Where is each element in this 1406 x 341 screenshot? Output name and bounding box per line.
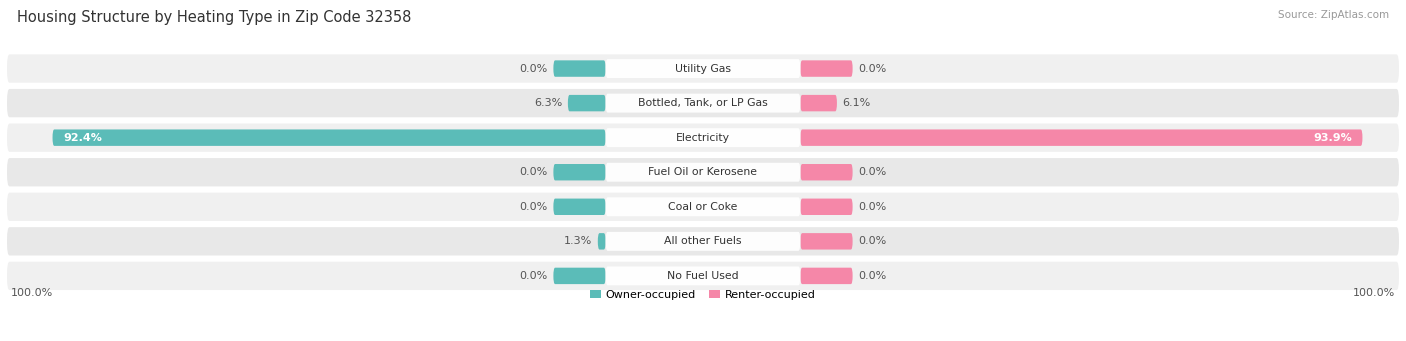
FancyBboxPatch shape <box>800 198 852 215</box>
Text: 6.3%: 6.3% <box>534 98 562 108</box>
Text: 0.0%: 0.0% <box>858 236 886 246</box>
Legend: Owner-occupied, Renter-occupied: Owner-occupied, Renter-occupied <box>591 290 815 300</box>
FancyBboxPatch shape <box>7 193 1399 221</box>
FancyBboxPatch shape <box>800 268 852 284</box>
FancyBboxPatch shape <box>554 198 606 215</box>
Text: 0.0%: 0.0% <box>520 167 548 177</box>
Text: Coal or Coke: Coal or Coke <box>668 202 738 212</box>
Text: 0.0%: 0.0% <box>520 202 548 212</box>
Text: 0.0%: 0.0% <box>858 271 886 281</box>
Text: No Fuel Used: No Fuel Used <box>668 271 738 281</box>
FancyBboxPatch shape <box>800 233 852 250</box>
Text: 100.0%: 100.0% <box>1353 288 1396 298</box>
Text: All other Fuels: All other Fuels <box>664 236 742 246</box>
FancyBboxPatch shape <box>800 164 852 180</box>
Text: 92.4%: 92.4% <box>63 133 101 143</box>
Text: 0.0%: 0.0% <box>858 202 886 212</box>
Text: 0.0%: 0.0% <box>520 63 548 74</box>
Text: Fuel Oil or Kerosene: Fuel Oil or Kerosene <box>648 167 758 177</box>
Text: Housing Structure by Heating Type in Zip Code 32358: Housing Structure by Heating Type in Zip… <box>17 10 411 25</box>
FancyBboxPatch shape <box>606 197 800 216</box>
FancyBboxPatch shape <box>7 227 1399 255</box>
Text: Electricity: Electricity <box>676 133 730 143</box>
FancyBboxPatch shape <box>606 94 800 113</box>
Text: 0.0%: 0.0% <box>520 271 548 281</box>
Text: Source: ZipAtlas.com: Source: ZipAtlas.com <box>1278 10 1389 20</box>
Text: 1.3%: 1.3% <box>564 236 592 246</box>
FancyBboxPatch shape <box>606 266 800 285</box>
Text: 100.0%: 100.0% <box>10 288 53 298</box>
Text: 0.0%: 0.0% <box>858 63 886 74</box>
FancyBboxPatch shape <box>606 128 800 147</box>
FancyBboxPatch shape <box>7 55 1399 83</box>
FancyBboxPatch shape <box>52 130 606 146</box>
FancyBboxPatch shape <box>7 123 1399 152</box>
Text: Utility Gas: Utility Gas <box>675 63 731 74</box>
FancyBboxPatch shape <box>7 89 1399 117</box>
FancyBboxPatch shape <box>568 95 606 111</box>
Text: 6.1%: 6.1% <box>842 98 870 108</box>
FancyBboxPatch shape <box>554 60 606 77</box>
FancyBboxPatch shape <box>598 233 606 250</box>
FancyBboxPatch shape <box>606 59 800 78</box>
FancyBboxPatch shape <box>7 262 1399 290</box>
FancyBboxPatch shape <box>800 95 837 111</box>
Text: Bottled, Tank, or LP Gas: Bottled, Tank, or LP Gas <box>638 98 768 108</box>
Text: 93.9%: 93.9% <box>1313 133 1353 143</box>
Text: 0.0%: 0.0% <box>858 167 886 177</box>
FancyBboxPatch shape <box>7 158 1399 187</box>
FancyBboxPatch shape <box>800 130 1362 146</box>
FancyBboxPatch shape <box>800 60 852 77</box>
FancyBboxPatch shape <box>606 232 800 251</box>
FancyBboxPatch shape <box>554 268 606 284</box>
FancyBboxPatch shape <box>606 163 800 182</box>
FancyBboxPatch shape <box>554 164 606 180</box>
